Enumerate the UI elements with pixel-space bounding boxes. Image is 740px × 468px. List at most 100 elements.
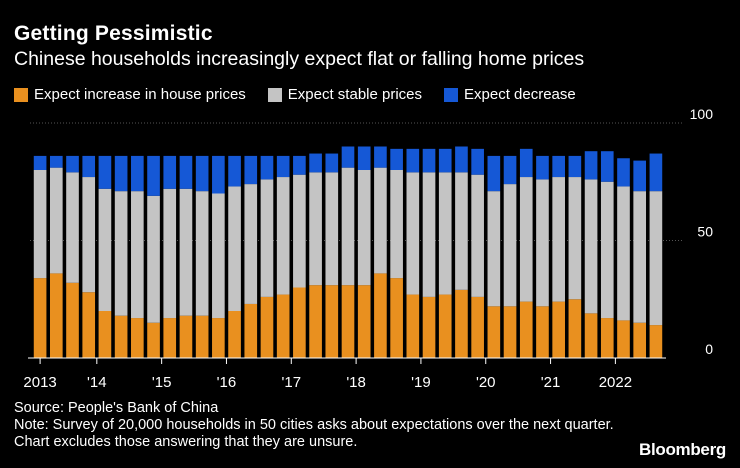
bar-decrease (260, 155, 274, 180)
bar-decrease (357, 146, 371, 170)
bar-decrease (341, 146, 355, 168)
bar-stable (228, 186, 241, 311)
bar-decrease (179, 155, 193, 189)
bar-stable (422, 172, 436, 297)
bar-stable (357, 170, 371, 286)
bar-stable (584, 179, 598, 314)
bar-decrease (471, 148, 484, 175)
bar-increase (374, 273, 387, 358)
bar-decrease (552, 155, 565, 178)
bar-decrease (584, 151, 598, 180)
bar-decrease (244, 155, 258, 185)
bar-stable (114, 191, 128, 316)
bar-decrease (600, 151, 614, 182)
legend-label-increase: Expect increase in house prices (34, 86, 246, 103)
bar-increase (422, 296, 436, 358)
legend-label-stable: Expect stable prices (287, 86, 423, 103)
bar-increase (341, 285, 355, 358)
bar-increase (390, 278, 403, 358)
bar-decrease (390, 148, 403, 170)
chart-title: Getting Pessimistic (14, 22, 213, 45)
bar-increase (228, 311, 241, 358)
bar-increase (82, 292, 96, 358)
bar-increase (325, 285, 339, 358)
bar-stable (503, 184, 517, 307)
bar-stable (82, 177, 96, 293)
legend-swatch-stable (267, 87, 282, 102)
bar-decrease (536, 155, 549, 180)
bar-increase (98, 311, 112, 358)
bar-stable (536, 179, 549, 307)
bar-stable (147, 195, 160, 323)
bar-stable (568, 177, 582, 300)
bar-stable (179, 188, 193, 316)
bar-increase (260, 296, 274, 358)
bar-stable (633, 191, 647, 323)
legend-item-increase: Expect increase in house prices (14, 86, 246, 103)
bar-increase (179, 315, 193, 358)
bar-increase (357, 285, 371, 358)
bar-increase (195, 315, 209, 358)
bar-stable (617, 186, 630, 321)
bar-decrease (455, 146, 468, 173)
legend-swatch-increase (14, 87, 28, 102)
bar-stable (487, 191, 501, 307)
bar-decrease (617, 158, 630, 187)
legend-item-stable: Expect stable prices (267, 86, 423, 103)
bar-decrease (568, 155, 582, 178)
bar-decrease (114, 155, 128, 192)
bar-decrease (325, 153, 339, 173)
bar-increase (584, 313, 598, 358)
bar-increase (293, 287, 306, 358)
bar-decrease (49, 155, 63, 168)
bar-increase (552, 301, 565, 358)
bar-increase (617, 320, 630, 358)
bar-stable (98, 188, 112, 311)
legend-swatch-decrease (444, 87, 459, 102)
bar-decrease (66, 155, 79, 173)
bar-stable (66, 172, 79, 283)
bar-increase (33, 278, 47, 358)
bar-increase (114, 315, 128, 358)
bar-increase (49, 273, 63, 358)
bar-stable (374, 167, 387, 274)
bar-decrease (195, 155, 209, 192)
x-tick-label: 2013 (23, 374, 56, 391)
legend: Expect increase in house prices Expect s… (14, 86, 598, 103)
bar-stable (406, 172, 420, 295)
bar-stable (649, 191, 663, 326)
bar-increase (487, 306, 501, 358)
bar-decrease (147, 155, 160, 196)
bar-increase (131, 318, 144, 358)
bar-increase (147, 322, 160, 358)
bar-increase (212, 318, 225, 358)
bar-decrease (406, 148, 420, 173)
legend-item-decrease: Expect decrease (444, 86, 576, 103)
y-tick-label: 0 (705, 341, 713, 357)
x-tick-label: '15 (152, 374, 172, 391)
chart-subtitle: Chinese households increasingly expect f… (14, 48, 585, 70)
bar-stable (131, 191, 144, 319)
x-tick-label: '19 (411, 374, 431, 391)
bar-decrease (212, 155, 225, 194)
bar-increase (276, 294, 290, 358)
bar-stable (341, 167, 355, 286)
bar-stable (455, 172, 468, 290)
bar-decrease (374, 146, 387, 168)
y-tick-label: 50 (697, 224, 713, 240)
bar-decrease (649, 153, 663, 192)
bar-stable (471, 174, 484, 297)
y-tick-label: 100 (690, 106, 714, 122)
bar-increase (244, 303, 258, 358)
bar-decrease (82, 155, 96, 178)
x-tick-label: '17 (282, 374, 302, 391)
bar-decrease (503, 155, 517, 185)
bar-stable (33, 170, 47, 279)
bar-stable (260, 179, 274, 297)
methodology-note: Note: Survey of 20,000 households in 50 … (14, 417, 614, 450)
bar-stable (293, 174, 306, 288)
bar-increase (66, 282, 79, 358)
bar-increase (536, 306, 549, 358)
bar-stable (600, 181, 614, 319)
bar-increase (633, 322, 647, 358)
